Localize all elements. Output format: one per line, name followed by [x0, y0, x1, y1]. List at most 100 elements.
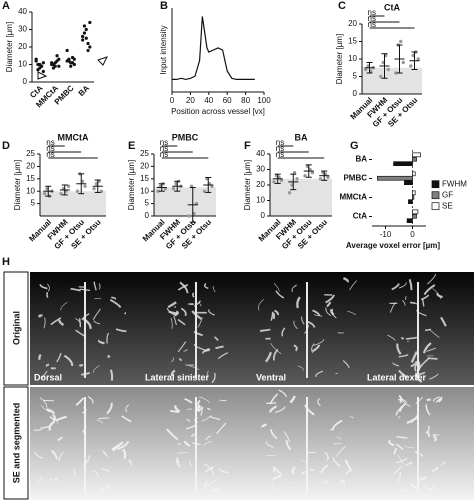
vessel — [398, 488, 407, 492]
vessel — [272, 466, 283, 476]
vessel — [269, 393, 279, 405]
point — [416, 57, 420, 61]
point — [67, 59, 71, 63]
vessel — [271, 484, 274, 492]
vessel — [335, 445, 346, 457]
vessel — [387, 334, 396, 341]
vessel — [98, 283, 101, 290]
vessel — [94, 297, 101, 300]
vessel — [431, 484, 438, 491]
vessel — [34, 452, 44, 459]
point — [272, 180, 276, 184]
point — [379, 74, 383, 79]
vessel — [125, 404, 129, 413]
vessel — [117, 440, 130, 451]
marker-triangle — [97, 56, 108, 66]
vessel — [216, 422, 227, 435]
vessel — [171, 357, 174, 363]
vessel — [312, 344, 321, 353]
vessel — [260, 423, 267, 428]
vessel — [112, 441, 124, 452]
vessel — [278, 389, 287, 398]
vessel — [111, 296, 117, 300]
vessel — [324, 451, 329, 461]
point — [86, 41, 90, 46]
vessel — [415, 396, 424, 404]
y-tick-label: 0 — [261, 211, 266, 220]
point — [36, 68, 40, 72]
vessel — [49, 416, 57, 421]
y-tick-label: 20 — [348, 19, 357, 28]
vessel — [311, 343, 315, 354]
y-tick-label: 20 — [140, 162, 149, 171]
y-axis-label: Input intensity — [159, 25, 168, 74]
vessel — [205, 435, 212, 441]
vessel — [420, 294, 430, 301]
vessel — [173, 315, 177, 326]
y-tick-label: 30 — [18, 25, 27, 34]
vessel — [396, 472, 402, 483]
point — [50, 62, 54, 67]
vessel — [219, 486, 222, 490]
vessel — [432, 433, 440, 436]
legend-label: GF — [442, 190, 453, 199]
profile-line — [172, 16, 255, 81]
vessel — [122, 448, 127, 460]
original-background — [30, 272, 474, 385]
significance-label: ns — [368, 20, 376, 29]
y-axis-label: Diameter [µm] — [5, 22, 14, 72]
vessel — [410, 351, 418, 363]
vessel — [398, 394, 403, 404]
vessel — [398, 369, 408, 379]
panel-label: E — [128, 140, 135, 152]
vessel — [270, 342, 282, 355]
vessel — [293, 344, 298, 352]
y-axis-label: Diameter [µm] — [243, 160, 252, 210]
vessel — [391, 283, 400, 291]
x-tick-label: 100 — [257, 96, 271, 105]
vessel — [405, 461, 413, 467]
vessel — [101, 468, 111, 473]
vessel — [214, 336, 219, 341]
vessel — [168, 310, 178, 315]
vessel — [167, 301, 177, 309]
vessel — [397, 454, 405, 466]
point — [51, 66, 56, 70]
segmented-background — [30, 387, 474, 500]
chart-title: CtA — [384, 2, 400, 12]
panel-label: D — [2, 140, 10, 152]
vessel — [206, 370, 209, 379]
x-axis-label: Position across vessel [vx] — [171, 107, 265, 116]
vessel — [259, 328, 271, 332]
vessel — [193, 343, 205, 351]
vessel — [57, 436, 63, 442]
vessel — [416, 309, 427, 317]
vessel — [420, 452, 424, 458]
significance-label: ns — [160, 138, 168, 147]
vessel — [93, 320, 101, 325]
significance-label: ns — [160, 150, 168, 159]
vessel — [107, 354, 111, 359]
vessel — [174, 310, 179, 317]
vessel — [405, 296, 407, 300]
point — [39, 64, 44, 68]
vessel — [58, 319, 65, 326]
vessel — [217, 352, 229, 360]
vessel — [43, 317, 46, 329]
y-tick-label: 20 — [26, 162, 35, 171]
vessel — [291, 284, 297, 293]
point — [409, 64, 413, 68]
vessel — [281, 327, 286, 337]
vessel — [340, 479, 346, 483]
vessel — [93, 365, 100, 373]
bar — [393, 161, 413, 166]
x-tick-label: 20 — [186, 96, 195, 105]
panel-label: C — [338, 0, 346, 12]
vessel — [406, 336, 418, 340]
vessel — [211, 372, 216, 384]
bar — [406, 218, 413, 223]
vessel — [297, 365, 304, 371]
vessel — [70, 287, 81, 292]
vessel — [207, 478, 219, 487]
